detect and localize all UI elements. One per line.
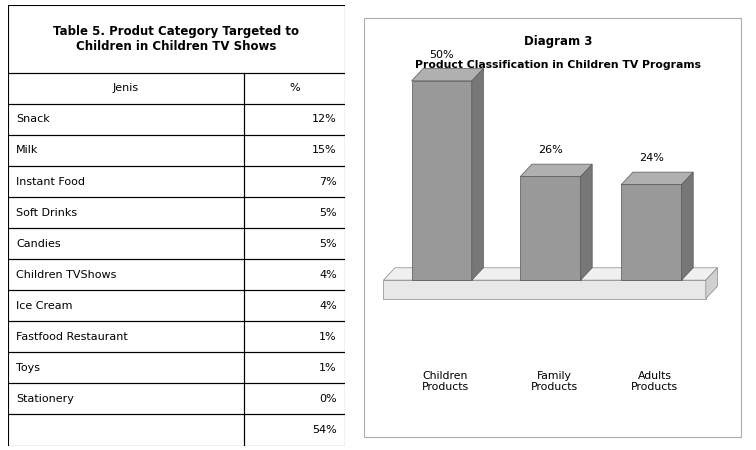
Polygon shape [520,176,581,280]
Text: Product Classification in Children TV Programs: Product Classification in Children TV Pr… [415,59,702,70]
Polygon shape [411,81,472,280]
Text: 4%: 4% [319,301,337,311]
Text: 54%: 54% [312,425,337,435]
Polygon shape [621,184,682,280]
Text: 12%: 12% [312,114,337,125]
Text: 50%: 50% [429,50,454,60]
Text: Jenis: Jenis [113,83,139,94]
Text: Children TVShows: Children TVShows [16,270,116,280]
Text: Soft Drinks: Soft Drinks [16,207,77,218]
Text: 24%: 24% [639,153,664,163]
Text: Snack: Snack [16,114,50,125]
Text: 7%: 7% [319,176,337,187]
Text: Fastfood Restaurant: Fastfood Restaurant [16,332,128,342]
Polygon shape [706,268,717,299]
Text: Diagram 3: Diagram 3 [524,36,593,48]
Text: 1%: 1% [319,363,337,373]
Text: Ice Cream: Ice Cream [16,301,73,311]
Polygon shape [520,164,592,176]
Polygon shape [472,68,483,280]
Polygon shape [383,280,706,299]
Text: 4%: 4% [319,270,337,280]
FancyBboxPatch shape [364,18,741,436]
Text: Instant Food: Instant Food [16,176,85,187]
Text: Milk: Milk [16,145,39,156]
FancyBboxPatch shape [8,4,345,73]
Text: 0%: 0% [319,394,337,404]
Text: 26%: 26% [538,145,562,155]
Text: Candies: Candies [16,238,60,249]
Text: Family
Products: Family Products [531,370,578,392]
Text: Toys: Toys [16,363,40,373]
Text: Table 5. Produt Category Targeted to
Children in Children TV Shows: Table 5. Produt Category Targeted to Chi… [54,25,299,53]
Text: Adults
Products: Adults Products [631,370,678,392]
Text: Children
Products: Children Products [422,370,469,392]
Text: 5%: 5% [319,207,337,218]
Text: 15%: 15% [312,145,337,156]
Polygon shape [383,268,717,280]
Text: 5%: 5% [319,238,337,249]
Text: 1%: 1% [319,332,337,342]
Polygon shape [621,172,693,184]
Polygon shape [411,68,483,81]
Polygon shape [682,172,693,280]
Text: Stationery: Stationery [16,394,74,404]
Polygon shape [581,164,592,280]
Text: %: % [290,83,300,94]
